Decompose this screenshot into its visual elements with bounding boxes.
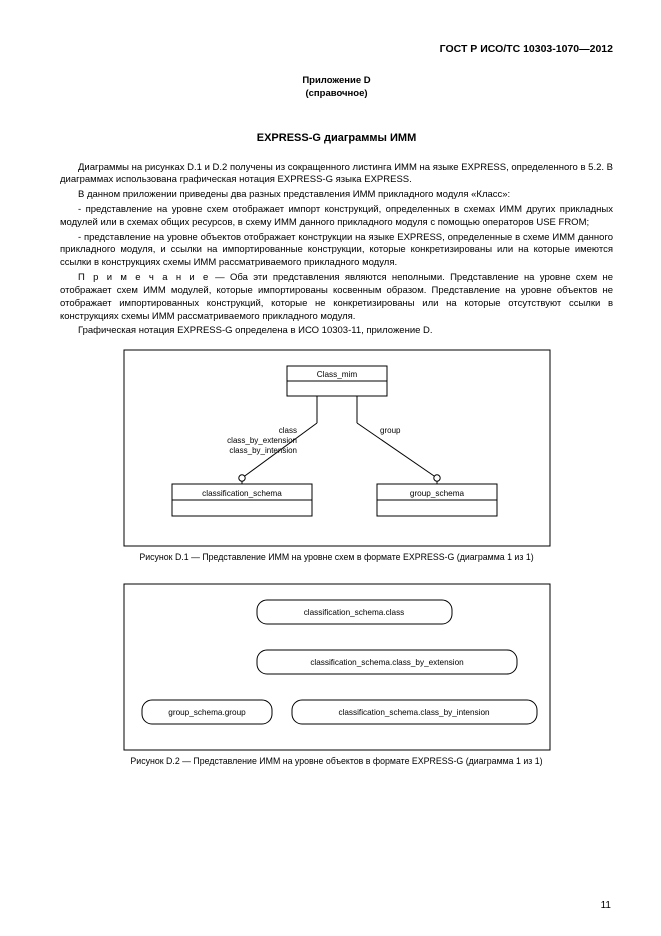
d1-top-box-label: Class_mim <box>316 370 357 379</box>
page-number: 11 <box>601 899 611 913</box>
d2-box-3: group_schema.group <box>142 700 272 724</box>
d1-top-box: Class_mim <box>287 366 387 396</box>
d2-box-4-label: classification_schema.class_by_intension <box>338 708 490 717</box>
body-text: Диаграммы на рисунках D.1 и D.2 получены… <box>60 162 613 339</box>
d1-label-class-int: class_by_intension <box>229 446 297 455</box>
paragraph-3: - представление на уровне схем отображае… <box>60 204 613 230</box>
d2-box-3-label: group_schema.group <box>168 708 246 717</box>
d2-box-2-label: classification_schema.class_by_extension <box>310 658 464 667</box>
diagram-d1: Class_mim class class_by_extension class… <box>122 348 552 548</box>
d2-box-4: classification_schema.class_by_intension <box>292 700 537 724</box>
d1-right-box: group_schema <box>377 484 497 516</box>
d2-box-2: classification_schema.class_by_extension <box>257 650 517 674</box>
paragraph-1: Диаграммы на рисунках D.1 и D.2 получены… <box>60 162 613 188</box>
note-label: П р и м е ч а н и е <box>78 272 210 283</box>
diagram-d2: classification_schema.class classificati… <box>122 582 552 752</box>
d1-left-box: classification_schema <box>172 484 312 516</box>
d2-box-1-label: classification_schema.class <box>303 608 404 617</box>
document-standard-id: ГОСТ Р ИСО/ТС 10303-1070—2012 <box>60 42 613 56</box>
document-page: ГОСТ Р ИСО/ТС 10303-1070—2012 Приложение… <box>0 0 661 936</box>
figure-d1-caption: Рисунок D.1 — Представление ИММ на уровн… <box>60 552 613 564</box>
paragraph-4: - представление на уровне объектов отобр… <box>60 232 613 270</box>
paragraph-note: П р и м е ч а н и е — Оба эти представле… <box>60 272 613 323</box>
d1-right-box-label: group_schema <box>409 489 464 498</box>
section-title: EXPRESS-G диаграммы ИММ <box>60 131 613 146</box>
annex-line-2: (справочное) <box>305 88 367 99</box>
d1-left-box-label: classification_schema <box>202 489 282 498</box>
d1-label-class-ext: class_by_extension <box>227 436 297 445</box>
paragraph-2: В данном приложении приведены два разных… <box>60 189 613 202</box>
annex-line-1: Приложение D <box>302 75 370 86</box>
d1-label-group: group <box>380 426 401 435</box>
paragraph-6: Графическая нотация EXPRESS-G определена… <box>60 325 613 338</box>
figure-d2-caption: Рисунок D.2 — Представление ИММ на уровн… <box>60 756 613 768</box>
d2-box-1: classification_schema.class <box>257 600 452 624</box>
d1-label-class: class <box>278 426 296 435</box>
annex-heading: Приложение D (справочное) <box>60 74 613 101</box>
